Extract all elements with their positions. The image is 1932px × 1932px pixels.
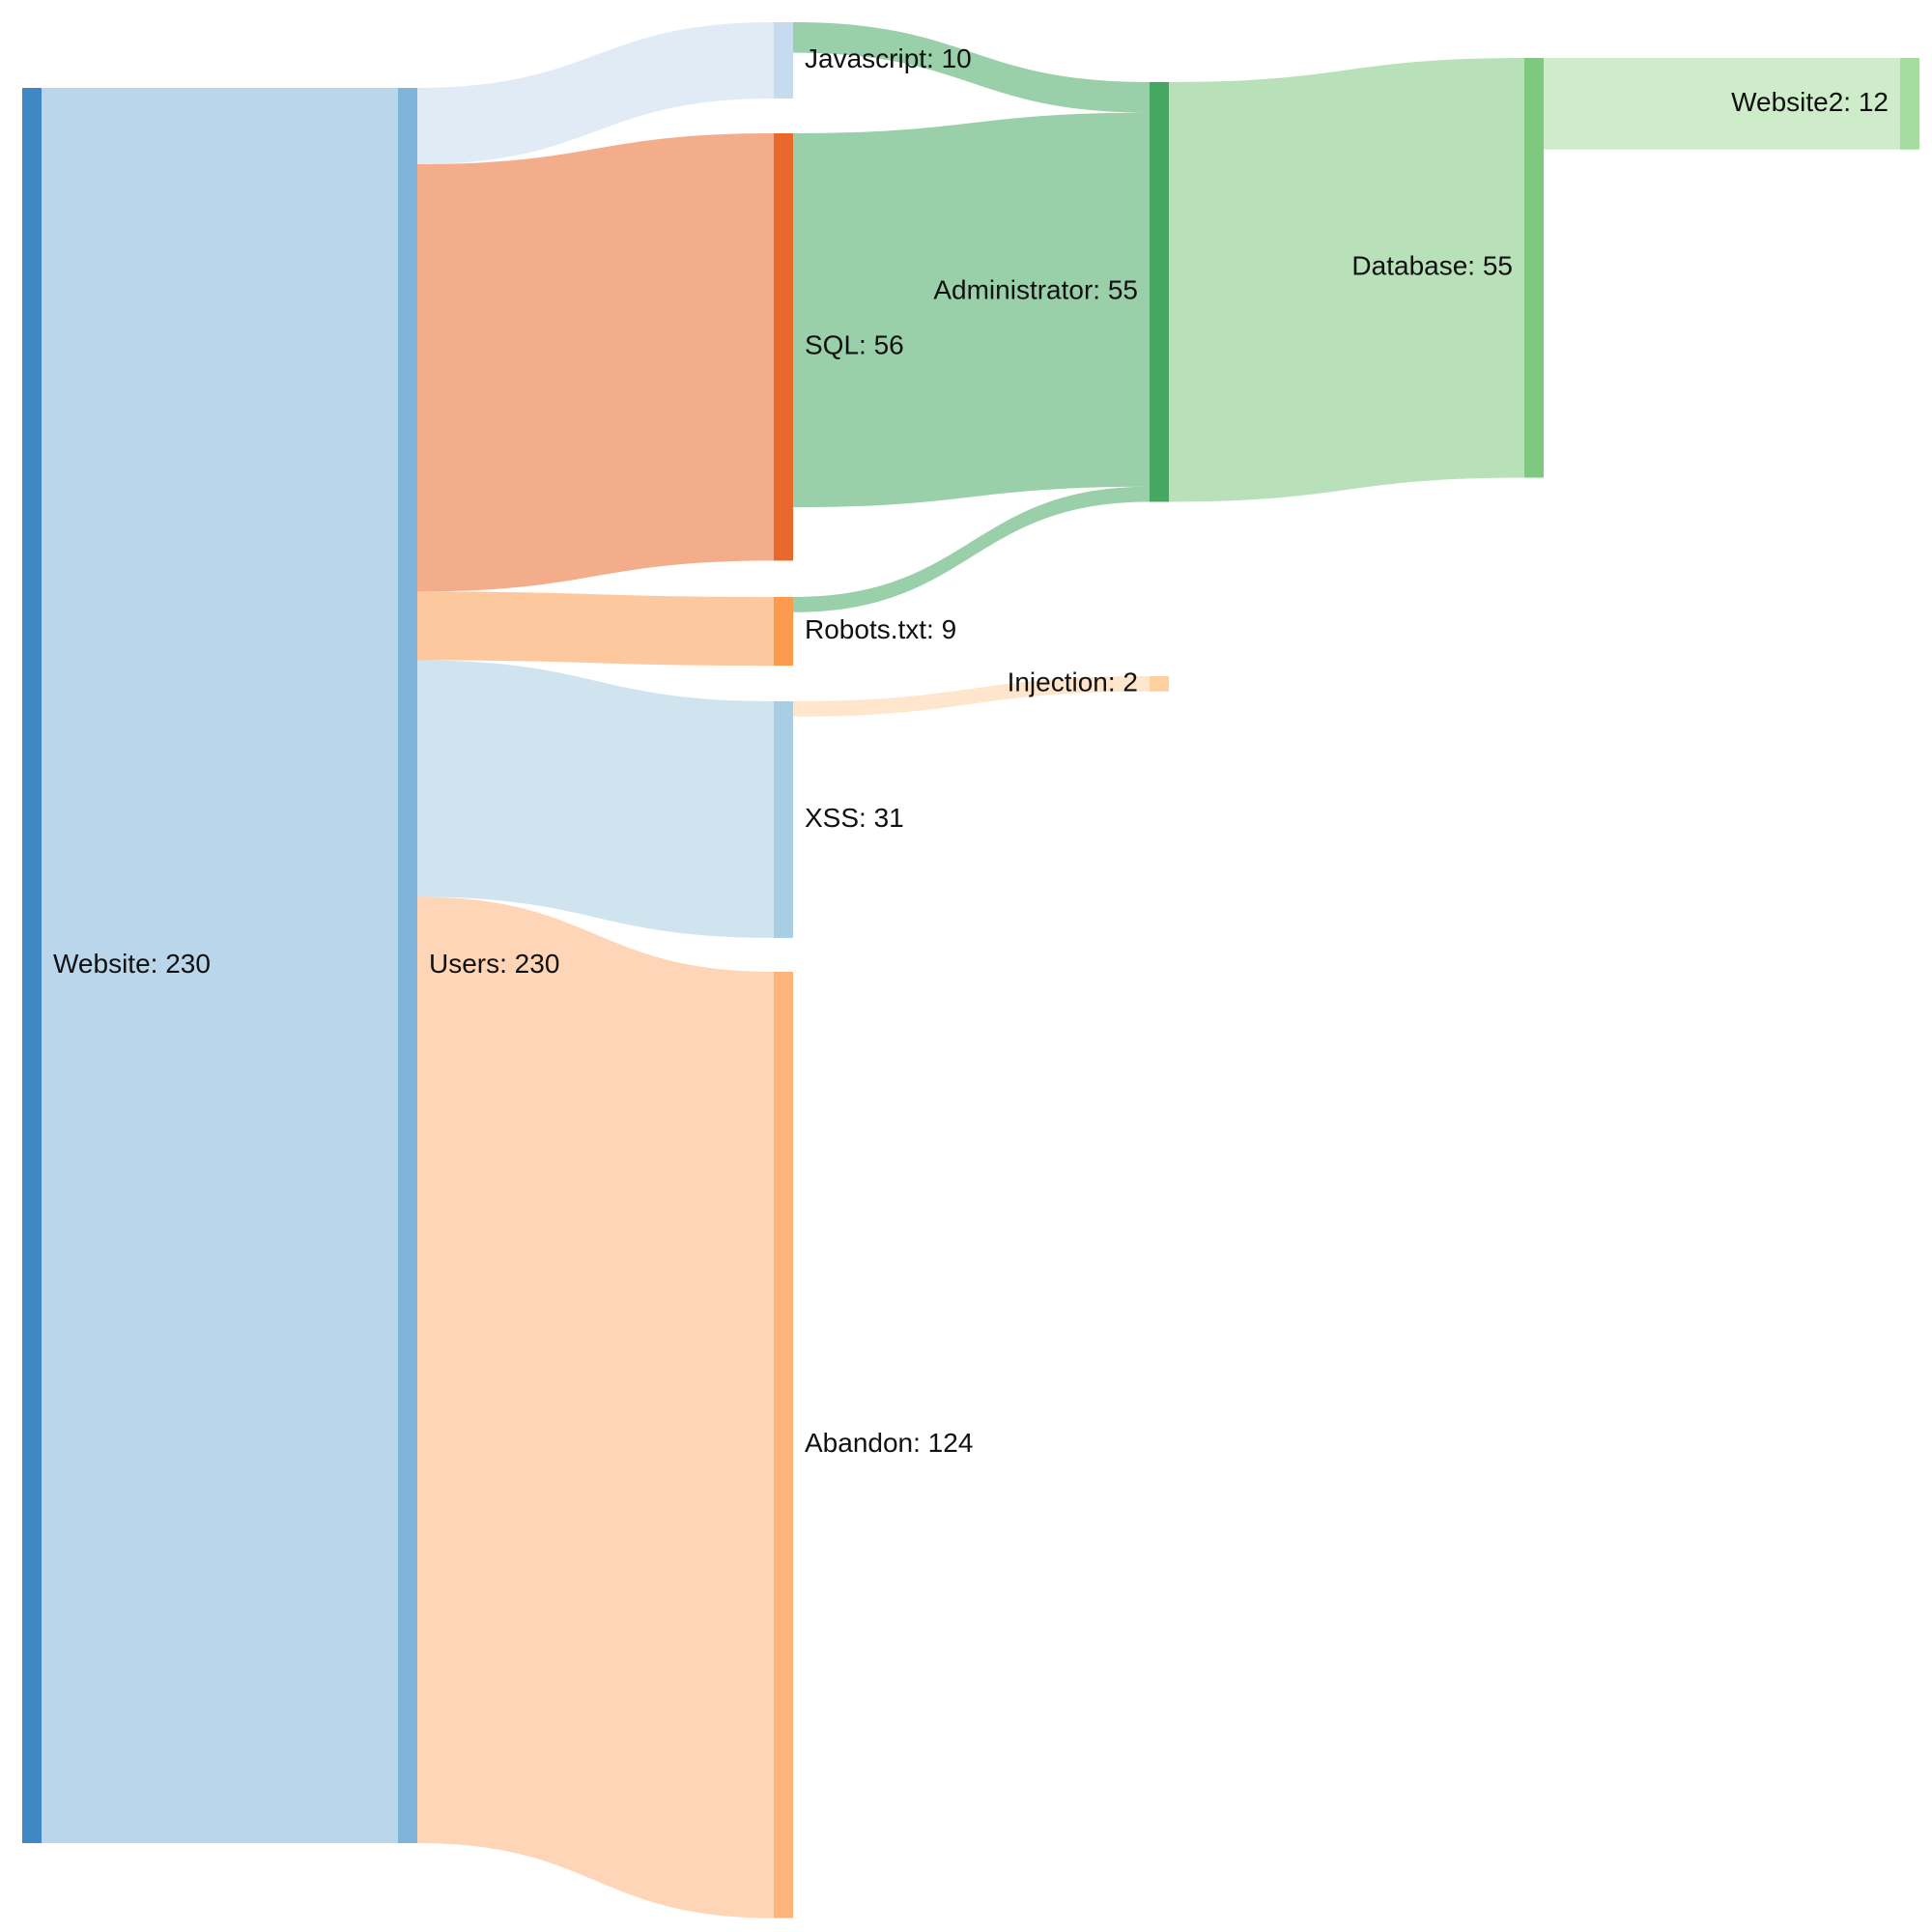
node-label: Website: 230 xyxy=(53,949,211,979)
node-label: XSS: 31 xyxy=(805,803,904,833)
link xyxy=(417,22,774,164)
node xyxy=(774,133,793,561)
node xyxy=(774,972,793,1918)
node-label: Users: 230 xyxy=(429,949,559,979)
node-label: Database: 55 xyxy=(1351,251,1513,281)
node-label: Javascript: 10 xyxy=(805,43,972,73)
link xyxy=(793,22,1150,113)
labels: Website: 230 Users: 230 Javascript: 10 SQL:… xyxy=(53,43,1889,1458)
node xyxy=(1524,58,1544,478)
node xyxy=(774,597,793,667)
link xyxy=(793,112,1150,508)
node xyxy=(22,88,42,1843)
node-label: Robots.txt: 9 xyxy=(805,614,956,644)
node-label: Website2: 12 xyxy=(1731,87,1889,117)
node xyxy=(1150,82,1169,502)
link xyxy=(793,676,1150,717)
node xyxy=(398,88,417,1843)
links xyxy=(42,22,1900,1918)
node xyxy=(774,22,793,99)
node xyxy=(1900,58,1919,150)
nodes xyxy=(22,22,1919,1918)
link xyxy=(793,486,1150,612)
link xyxy=(42,88,398,1843)
node-label: SQL: 56 xyxy=(805,330,904,360)
node-label: Abandon: 124 xyxy=(805,1428,973,1458)
node-label: Administrator: 55 xyxy=(933,275,1138,305)
link xyxy=(417,133,774,592)
link xyxy=(1544,58,1900,150)
node xyxy=(774,701,793,938)
node-label: Injection: 2 xyxy=(1008,667,1138,696)
node xyxy=(1150,676,1169,692)
link xyxy=(417,896,774,1918)
link xyxy=(417,591,774,667)
link xyxy=(417,660,774,938)
link xyxy=(1169,58,1524,502)
